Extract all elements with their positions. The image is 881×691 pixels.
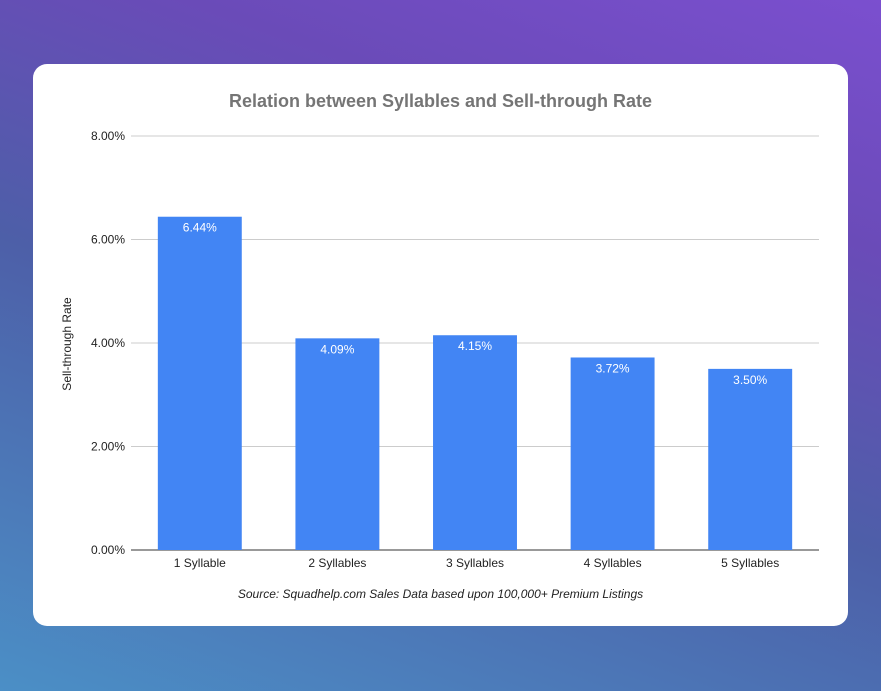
data-label: 3.72% xyxy=(596,361,630,375)
data-label: 3.50% xyxy=(733,373,767,387)
x-tick-label: 2 Syllables xyxy=(308,556,366,570)
data-label: 4.15% xyxy=(458,339,492,353)
source-note: Source: Squadhelp.com Sales Data based u… xyxy=(237,587,644,601)
y-tick-label: 0.00% xyxy=(91,543,125,557)
y-tick-label: 4.00% xyxy=(91,336,125,350)
bar-chart: 0.00% 2.00% 4.00% 6.00% 8.00% 6.44% 1 Syllable… xyxy=(60,129,819,570)
chart-title: Relation between Syllables and Sell-thro… xyxy=(228,91,653,111)
x-tick-label: 3 Syllables xyxy=(446,556,504,570)
bar xyxy=(708,368,793,550)
y-tick-label: 8.00% xyxy=(91,129,125,143)
y-axis-label: Sell-through Rate xyxy=(60,297,74,391)
x-tick-label: 1 Syllable xyxy=(174,556,226,570)
bar xyxy=(433,335,517,550)
x-tick-label: 5 Syllables xyxy=(721,556,779,570)
data-label: 6.44% xyxy=(183,221,217,235)
chart-card: Relation between Syllables and Sell-thro… xyxy=(33,64,848,626)
y-tick-label: 6.00% xyxy=(91,233,125,247)
data-label: 4.09% xyxy=(320,342,354,356)
x-tick-label: 4 Syllables xyxy=(584,556,642,570)
bar xyxy=(295,338,380,550)
bar xyxy=(570,357,655,550)
bar xyxy=(157,216,242,551)
y-tick-label: 2.00% xyxy=(91,440,125,454)
